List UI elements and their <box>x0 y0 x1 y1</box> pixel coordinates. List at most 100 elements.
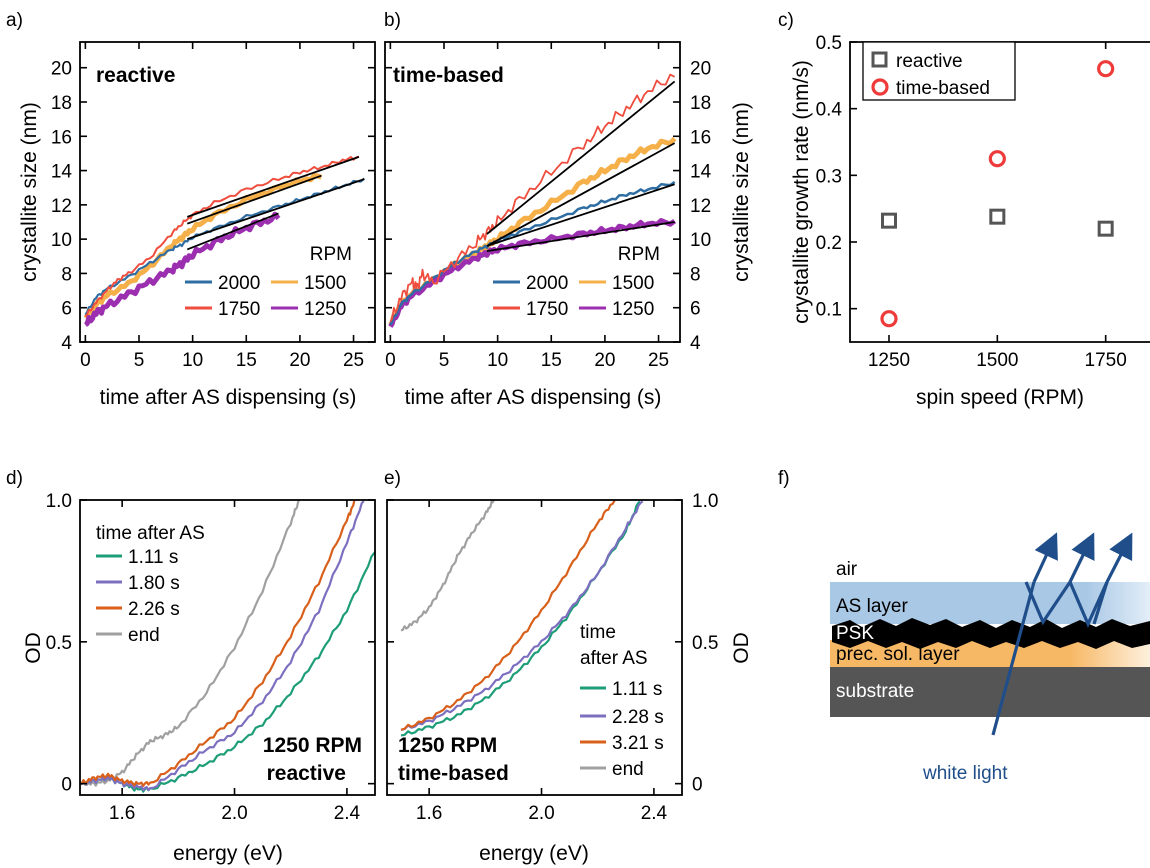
y-tick-label: 14 <box>690 162 712 183</box>
marker-time-based-1750 <box>1097 60 1115 78</box>
panel-e-ylabel: OD <box>730 632 753 664</box>
reflected-ray-1 <box>1032 532 1058 583</box>
layer-label-psk: PSK <box>836 623 874 644</box>
y-tick-label: 0.5 <box>692 633 718 654</box>
panel-e-legend-title-2: after AS <box>580 648 648 669</box>
legend-label-reactive: reactive <box>896 51 963 72</box>
panel-d-inset-line2: reactive <box>267 762 346 785</box>
internal-reflection-3 <box>1092 581 1109 625</box>
panel-label-c: c) <box>778 10 794 31</box>
legend-label-t2: 2.28 s <box>612 707 664 728</box>
legend-marker-time-based <box>871 78 889 96</box>
y-tick-label: 18 <box>51 93 72 114</box>
legend-label-1750: 1750 <box>526 299 568 320</box>
panel-a-inset-label: reactive <box>96 64 175 87</box>
series-t3-line <box>400 499 616 731</box>
y-tick-label: 10 <box>51 230 72 251</box>
panel-a-frame <box>79 41 376 343</box>
fit-line-1500 <box>486 142 676 247</box>
internal-reflection-2 <box>1068 581 1109 628</box>
y-tick-label: 6 <box>61 299 72 320</box>
legend-label-time-based: time-based <box>896 78 990 99</box>
legend-label-t2: 1.80 s <box>128 573 180 594</box>
legend-label-t3: 2.26 s <box>128 599 180 620</box>
x-tick-label: 25 <box>648 350 669 371</box>
series-t3-line <box>79 499 356 788</box>
y-tick-label: 14 <box>51 162 73 183</box>
panel-d-ylabel: OD <box>22 632 45 664</box>
legend-label-t1: 1.11 s <box>128 547 178 568</box>
panel-e-xlabel: energy (eV) <box>479 842 589 865</box>
panel-e-inset-line1: 1250 RPM <box>398 734 497 757</box>
layer-label-precursor: prec. sol. layer <box>836 644 960 665</box>
y-tick-label: 0.1 <box>816 300 842 321</box>
y-tick-label: 0.5 <box>816 33 842 54</box>
panel-a-xlabel: time after AS dispensing (s) <box>100 386 357 409</box>
marker-time-based-1500 <box>988 150 1006 168</box>
y-tick-label: 8 <box>61 264 72 285</box>
panel-c-xlabel: spin speed (RPM) <box>916 386 1084 409</box>
y-tick-label: 6 <box>690 299 701 320</box>
panel-b-inset-label: time-based <box>393 64 504 87</box>
series-end-line <box>400 499 495 632</box>
y-tick-label: 1.0 <box>46 491 72 512</box>
panel-b-xlabel: time after AS dispensing (s) <box>405 386 662 409</box>
legend-label-1250: 1250 <box>612 299 654 320</box>
x-tick-label: 15 <box>541 350 562 371</box>
panel-e-frame <box>386 499 683 796</box>
legend-label-end: end <box>612 759 644 780</box>
panel-a-legend-title: RPM <box>310 244 352 265</box>
x-tick-label: 1.6 <box>109 803 135 824</box>
y-tick-label: 12 <box>690 196 711 217</box>
panel-a-ylabel: crystallite size (nm) <box>18 102 41 282</box>
panel-label-e: e) <box>384 468 401 489</box>
fit-line-1250 <box>486 221 675 253</box>
series-1500-line <box>83 173 323 320</box>
legend-label-1500: 1500 <box>304 273 346 294</box>
series-t1-line <box>400 500 641 737</box>
panel-c-ylabel: crystallite growth rate (nm/s) <box>790 60 813 324</box>
panel-label-f: f) <box>778 468 790 489</box>
x-tick-label: 20 <box>289 350 310 371</box>
layer-label-as: AS layer <box>836 596 908 617</box>
y-tick-label: 0.2 <box>816 233 842 254</box>
reflected-ray-2 <box>1068 532 1095 583</box>
legend-label-t3: 3.21 s <box>612 733 664 754</box>
panel-c-plot: 12501500175020000.10.20.30.40.5 spin spe… <box>790 33 1150 409</box>
y-tick-label: 12 <box>51 196 72 217</box>
y-tick-label: 4 <box>690 333 701 354</box>
x-tick-label: 5 <box>439 350 450 371</box>
legend-label-1250: 1250 <box>304 299 346 320</box>
legend-marker-reactive <box>871 51 888 68</box>
x-tick-label: 2.0 <box>528 803 554 824</box>
legend-label-2000: 2000 <box>526 273 568 294</box>
legend-label-1500: 1500 <box>612 273 654 294</box>
y-tick-label: 0.3 <box>816 166 842 187</box>
fit-line-1750 <box>186 156 360 218</box>
panel-a-legend: 2000 1500 1750 1250 <box>185 273 346 320</box>
fit-line-1500 <box>186 174 322 225</box>
legend-label-2000: 2000 <box>218 273 260 294</box>
panel-d-inset-line1: 1250 RPM <box>263 734 362 757</box>
panel-c-legend: reactive time-based <box>862 41 1016 101</box>
marker-time-based-1250 <box>880 310 898 328</box>
panel-label-a: a) <box>6 10 23 31</box>
legend-label-1750: 1750 <box>218 299 260 320</box>
x-tick-label: 2.0 <box>221 803 247 824</box>
series-t2-line <box>79 500 365 792</box>
y-tick-label: 0.4 <box>816 100 843 121</box>
series-1750-line <box>389 73 676 322</box>
series-1250-line <box>83 211 281 327</box>
fit-line-1250 <box>186 212 279 251</box>
legend-label-end: end <box>128 625 160 646</box>
y-tick-label: 8 <box>690 264 701 285</box>
internal-reflection-1 <box>1024 581 1072 626</box>
panel-d-frame <box>79 499 376 796</box>
psk-layer <box>832 618 1150 649</box>
y-tick-label: 0.5 <box>46 633 72 654</box>
marker-reactive-1500 <box>989 208 1006 225</box>
legend-label-t1: 1.11 s <box>612 679 662 700</box>
x-tick-label: 10 <box>487 350 508 371</box>
y-tick-label: 16 <box>690 127 711 148</box>
